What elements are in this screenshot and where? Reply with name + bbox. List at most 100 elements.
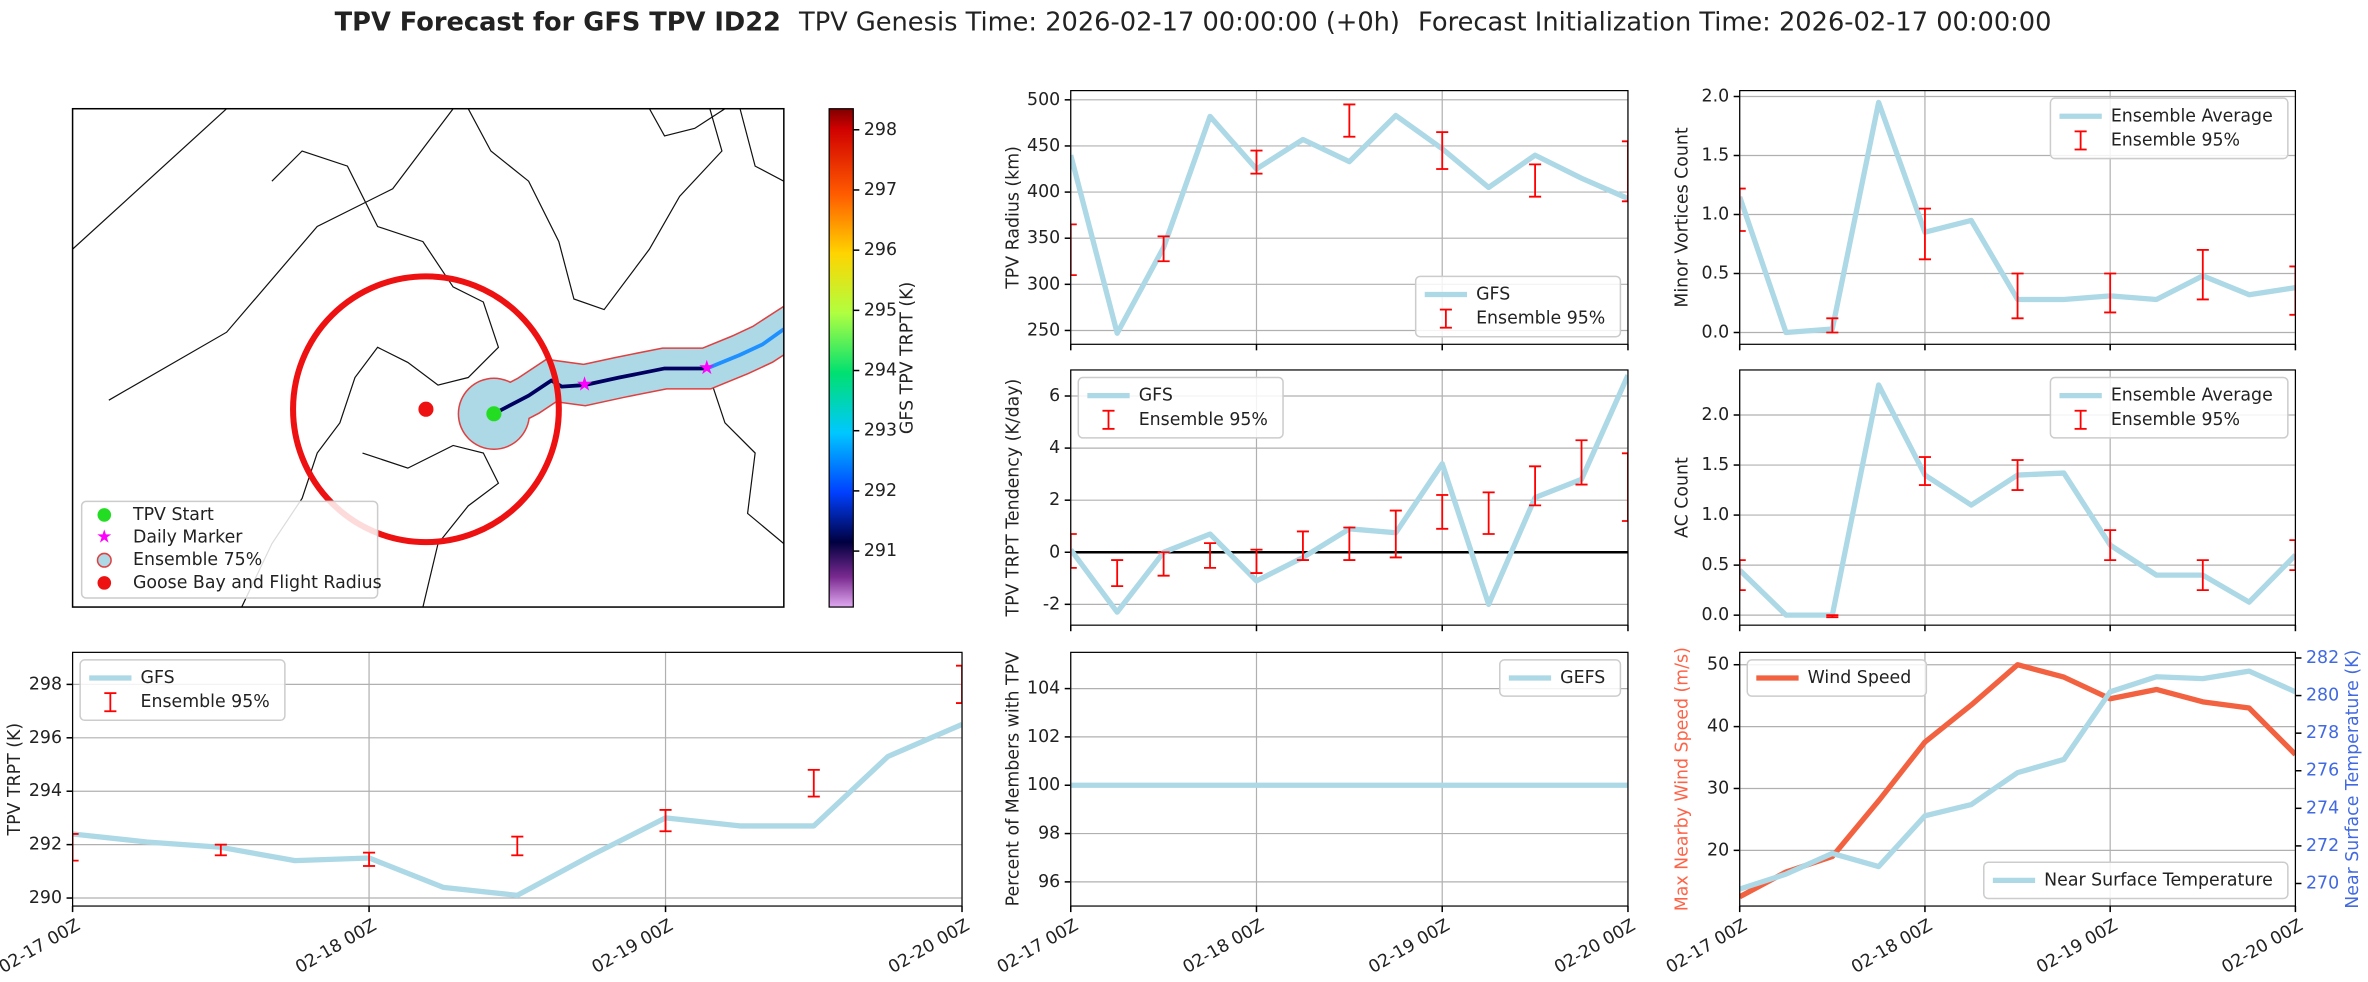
x-tick-label: 02-17 00Z [0, 915, 84, 977]
y-axis-label: TPV TRPT (K) [5, 723, 25, 837]
colorbar-tick-label: 292 [864, 481, 897, 501]
legend: GFS Ensemble 95% [1414, 275, 1622, 338]
legend: GFS Ensemble 95% [79, 659, 286, 722]
y-tick-label: 40 [1707, 717, 1729, 737]
series-line [1739, 662, 2296, 900]
legend-label: Ensemble Average [2111, 106, 2273, 126]
chart-panel: 250 300 350 400 450 500 TPV Radius (km) GFS Ense… [1003, 90, 1629, 351]
goose-bay [418, 401, 434, 417]
y-tick-label: 30 [1707, 778, 1729, 798]
daily-marker: ★ [576, 373, 594, 396]
y2-tick-label: 274 [2306, 798, 2339, 818]
legend: GFS Ensemble 95% [1077, 376, 1284, 439]
legend-label: Near Surface Temperature [2044, 870, 2273, 890]
legend-label: Daily Marker [133, 528, 243, 548]
y-axis-label: AC Count [1672, 457, 1692, 538]
x-tick-label: 02-19 00Z [1365, 915, 1453, 977]
track [493, 366, 707, 416]
title: TPV Forecast for GFS TPV ID22 [335, 7, 781, 37]
plot-frame [1070, 369, 1629, 626]
plot-area [1739, 662, 2296, 900]
colorbar-tick-label: 295 [864, 300, 897, 320]
y-tick-label: 296 [29, 728, 62, 748]
y-tick-label: 6 [1049, 386, 1060, 406]
map-legend: TPV Start ★ Daily Marker Ensemble 75% Go… [80, 500, 382, 599]
y2-tick-label: 276 [2306, 761, 2339, 781]
y-axis-label: TPV Radius (km) [1003, 146, 1023, 290]
coastline [709, 377, 784, 545]
legend-box [1414, 275, 1622, 338]
legend-box [1983, 861, 2289, 900]
legend-label: Ensemble 75% [133, 550, 262, 570]
series-line [1739, 668, 2296, 892]
legend-box [2049, 97, 2289, 160]
coastline [108, 108, 454, 401]
y-tick-label: 20 [1707, 840, 1729, 860]
legend-label: GEFS [1560, 668, 1605, 688]
chart-panel: 0.0 0.5 1.0 1.5 2.0 Minor Vortices Count Ensem… [1672, 87, 2297, 351]
x-tick-label: 02-18 00Z [1848, 915, 1936, 977]
chart-panel: 20 30 40 50 270 272 274 276 278 280 282 02-17 00Z 02… [1663, 647, 2363, 978]
colorbar-tick-label: 296 [864, 240, 897, 260]
legend-box [79, 659, 286, 722]
y-tick-label: 100 [1027, 775, 1060, 795]
legend-box [1746, 659, 1928, 697]
y2-tick-label: 282 [2306, 648, 2339, 668]
coastline [241, 150, 500, 608]
y-tick-label: 0.5 [1702, 555, 1730, 575]
plot-frame [1739, 90, 2297, 345]
y-tick-label: 50 [1707, 655, 1729, 675]
legend-marker [97, 508, 112, 522]
coastline [362, 444, 500, 608]
y-tick-label: 102 [1027, 727, 1060, 747]
flight-radius [290, 273, 562, 546]
y-tick-label: 104 [1027, 679, 1060, 699]
x-tick-label: 02-20 00Z [885, 915, 973, 977]
colorbar-tick-label: 291 [864, 541, 897, 561]
y-tick-label: 292 [29, 835, 62, 855]
legend-label: Ensemble 95% [2111, 410, 2240, 430]
chart-panel: 290 292 294 296 298 02-17 00Z 02-18 00Z 02-19 0… [0, 651, 973, 978]
y2-tick-label: 270 [2306, 873, 2339, 893]
x-tick-label: 02-17 00Z [1663, 915, 1751, 977]
daily-marker: ★ [698, 356, 716, 379]
y-axis-label: TPV TRPT Tendency (K/day) [1003, 379, 1023, 618]
x-tick-label: 02-18 00Z [292, 915, 380, 977]
legend-label: Ensemble Average [2111, 386, 2273, 406]
plot-area [72, 664, 963, 899]
tpv-start [486, 406, 502, 422]
y-tick-label: 500 [1027, 90, 1060, 110]
y-tick-label: 0.0 [1702, 322, 1730, 342]
chart-panel: 96 98 100 102 104 02-17 00Z 02-18 00Z 02-19 00Z… [994, 651, 1639, 978]
legend-box [2049, 376, 2289, 439]
legend-label: TPV Start [132, 505, 214, 525]
legend-marker: ★ [96, 527, 112, 548]
y-tick-label: 350 [1027, 228, 1060, 248]
legend: GEFS [1499, 659, 1622, 697]
colorbar-label: GFS TPV TRPT (K) [898, 282, 918, 434]
legend-label: Wind Speed [1808, 668, 1912, 688]
colorbar-tick-label: 293 [864, 421, 897, 441]
coastline [648, 108, 784, 182]
x-tick-label: 02-18 00Z [1180, 915, 1268, 977]
chart-panel: -2 0 2 4 6 TPV TRPT Tendency (K/day) GFS Ensemb… [1003, 369, 1629, 632]
y-tick-label: 2.0 [1702, 87, 1730, 107]
legend: Ensemble Average Ensemble 95% [2049, 97, 2289, 160]
y-tick-label: 400 [1027, 182, 1060, 202]
legend-label: GFS [141, 668, 175, 688]
y-tick-label: 300 [1027, 274, 1060, 294]
legend-label: Ensemble 95% [1476, 309, 1605, 329]
legend-box [80, 500, 379, 599]
y-tick-label: 450 [1027, 136, 1060, 156]
y-tick-label: 1.5 [1702, 455, 1730, 475]
y-tick-label: -2 [1043, 594, 1060, 614]
plot-area [1739, 382, 2296, 619]
legend-label: Goose Bay and Flight Radius [133, 573, 382, 593]
legend-box [1499, 659, 1622, 697]
init-time: Forecast Initialization Time: 2026-02-17… [1418, 7, 2051, 37]
colorbar-tick-label: 294 [864, 361, 897, 381]
plot-area [1070, 103, 1628, 336]
y-tick-label: 0.5 [1702, 263, 1730, 283]
y2-tick-label: 280 [2306, 686, 2339, 706]
